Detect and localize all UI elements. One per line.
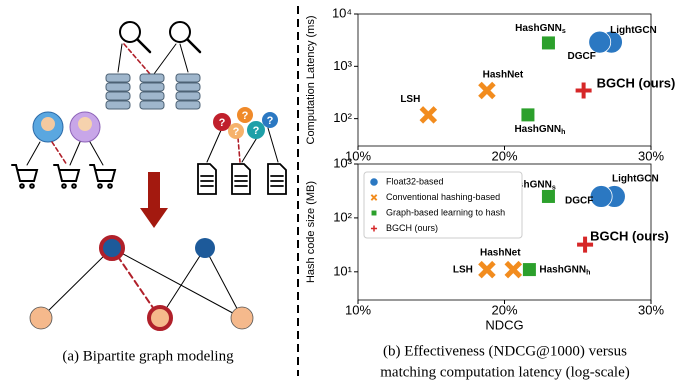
edge — [118, 44, 122, 72]
point-label-text: LightGCN — [610, 25, 657, 36]
marker — [480, 84, 494, 98]
y-tick-label: 10³ — [333, 155, 352, 170]
legend-marker — [370, 178, 378, 186]
caption: (b) Effectiveness (NDCG@1000) versus — [383, 343, 627, 359]
edge — [70, 142, 80, 165]
magnifier-handle — [188, 40, 200, 52]
edge — [90, 142, 103, 165]
x-tick-label: 30% — [638, 302, 664, 317]
magnifier — [120, 22, 140, 42]
point-label-text: LSH — [453, 264, 473, 275]
x-tick-label: 10% — [345, 302, 371, 317]
point-label-text: LSH — [400, 94, 420, 105]
point-label: HashGNNh — [539, 264, 590, 276]
point-label-text: DGCF — [565, 195, 593, 206]
marker — [421, 108, 435, 122]
point-label: DGCF — [568, 51, 596, 62]
point-label-subscript: h — [586, 269, 590, 276]
point-label-text: HashGNN — [539, 264, 586, 275]
y-tick-label: 10⁴ — [332, 5, 352, 20]
point-label: DGCF — [565, 195, 593, 206]
y-tick-label: 10² — [333, 110, 352, 125]
caption: (a) Bipartite graph modeling — [62, 348, 234, 364]
legend-label: Float32-based — [386, 176, 444, 186]
legend-label: BGCH (ours) — [386, 223, 438, 233]
bipartite-diagram: ? ? ? ? ? — [12, 22, 286, 329]
question-mark: ? — [242, 110, 249, 122]
marker — [590, 185, 612, 207]
edge-dashed — [238, 138, 240, 162]
legend-label: Conventional hashing-based — [386, 192, 500, 202]
point-label: HashGNNs — [515, 23, 566, 35]
user-face — [41, 117, 55, 131]
point-label-text: BGCH (ours) — [597, 76, 676, 91]
y-tick-label: 10¹ — [333, 263, 352, 278]
question-mark: ? — [253, 125, 260, 137]
magnifier — [170, 22, 190, 42]
user-face — [78, 117, 92, 131]
y-axis-label: Hash code size (MB) — [305, 181, 317, 283]
point-label-text: LightGCN — [612, 173, 659, 184]
point-label: HashNet — [480, 247, 521, 258]
edge — [207, 128, 222, 162]
question-mark: ? — [233, 126, 240, 138]
point-label: LightGCN — [612, 173, 659, 184]
marker — [521, 108, 534, 121]
caption: matching computation latency (log-scale) — [380, 364, 630, 380]
magnifier-handle — [138, 40, 150, 52]
arrow-shaft — [148, 172, 160, 210]
edge — [154, 44, 176, 74]
arrow-head — [140, 208, 168, 228]
carts — [12, 165, 115, 188]
marker — [480, 263, 494, 277]
edge — [27, 142, 40, 165]
question-icons: ? ? ? ? ? — [213, 107, 278, 139]
chart: 10% 20% 30% 10¹ 10² 10³ Hash code size (MB) NDC… — [305, 155, 669, 332]
edge — [180, 44, 188, 72]
point-label: LSH — [400, 94, 420, 105]
point-label-subscript: s — [552, 184, 556, 191]
bipartite-graph — [30, 237, 253, 329]
legend-label: Graph-based learning to hash — [386, 207, 505, 217]
point-label: HashGNNh — [514, 124, 565, 136]
point-label-text: BGCH (ours) — [590, 229, 669, 244]
y-axis-label: Computation Latency (ms) — [305, 16, 317, 145]
figure: ? ? ? ? ? (a) Bipartite graph modeling (… — [0, 0, 678, 383]
marker — [542, 36, 555, 49]
marker — [576, 83, 592, 99]
edge — [242, 136, 258, 162]
point-label-text: HashNet — [483, 69, 524, 80]
x-tick-label: 20% — [491, 302, 517, 317]
x-tick-label: 20% — [491, 148, 517, 163]
point-label-text: HashGNN — [514, 124, 561, 135]
y-tick-label: 10³ — [333, 58, 352, 73]
legend-marker — [372, 211, 377, 216]
point-label: BGCH (ours) — [597, 76, 676, 91]
question-mark: ? — [267, 115, 274, 127]
point-label-subscript: h — [561, 129, 565, 136]
point-label: LSH — [453, 264, 473, 275]
x-tick-label: 30% — [638, 148, 664, 163]
point-label: LightGCN — [610, 25, 657, 36]
edge-dashed — [52, 142, 67, 165]
point-label-text: HashGNN — [515, 23, 562, 34]
marker — [523, 263, 536, 276]
point-label-text: HashNet — [480, 247, 521, 258]
documents — [198, 164, 286, 194]
point-label-subscript: s — [562, 28, 566, 35]
edge — [268, 128, 278, 162]
point-label: HashNet — [483, 69, 524, 80]
y-tick-label: 10² — [333, 209, 352, 224]
point-label-text: DGCF — [568, 51, 596, 62]
marker — [506, 263, 520, 277]
databases — [106, 74, 200, 109]
point-label: BGCH (ours) — [590, 229, 669, 244]
marker — [542, 190, 555, 203]
question-mark: ? — [219, 117, 226, 129]
x-axis-label: NDCG — [485, 317, 523, 332]
